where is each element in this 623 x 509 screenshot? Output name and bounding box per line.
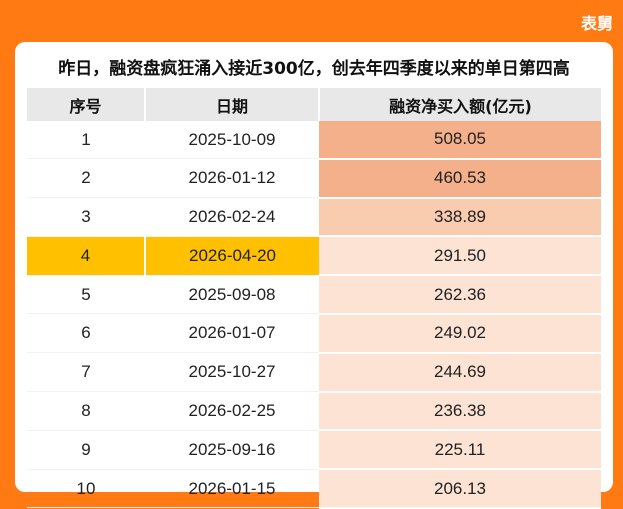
date-cell: 2025-09-16 bbox=[145, 430, 319, 470]
date-cell: 2026-02-25 bbox=[145, 391, 319, 431]
amount-cell: 508.05 bbox=[319, 121, 601, 160]
table-card: 昨日，融资盘疯狂涌入接近300亿，创去年四季度以来的单日第四高 序号 日期 融资… bbox=[15, 42, 613, 509]
rank-cell: 7 bbox=[27, 352, 145, 393]
date-cell: 2026-01-15 bbox=[145, 469, 319, 509]
header-amount: 融资净买入额(亿元) bbox=[319, 88, 601, 121]
table-row: 4 2026-04-20 291.50 bbox=[27, 236, 601, 277]
table-row: 5 2025-09-08 262.36 bbox=[27, 275, 601, 315]
amount-cell: 338.89 bbox=[319, 197, 601, 238]
table-row: 2 2026-01-12 460.53 bbox=[27, 158, 601, 199]
table-row: 8 2026-02-25 236.38 bbox=[27, 391, 601, 432]
date-cell: 2026-01-07 bbox=[145, 313, 319, 354]
amount-cell: 206.13 bbox=[319, 469, 601, 509]
table-header-row: 序号 日期 融资净买入额(亿元) bbox=[27, 88, 601, 121]
amount-cell: 244.69 bbox=[319, 352, 601, 393]
table-title: 昨日，融资盘疯狂涌入接近300亿，创去年四季度以来的单日第四高 bbox=[58, 59, 570, 79]
rank-cell: 5 bbox=[27, 275, 145, 315]
date-cell: 2025-10-09 bbox=[145, 121, 319, 160]
brand-logo: 表舅 bbox=[580, 14, 613, 33]
header-rank: 序号 bbox=[27, 88, 146, 121]
rank-cell: 8 bbox=[27, 391, 145, 431]
rank-cell: 2 bbox=[27, 158, 145, 199]
date-cell: 2026-01-12 bbox=[145, 158, 319, 199]
amount-cell: 262.36 bbox=[319, 275, 601, 315]
rank-cell: 1 bbox=[27, 121, 145, 160]
amount-cell: 460.53 bbox=[319, 158, 601, 199]
header-date: 日期 bbox=[145, 88, 320, 121]
table-row: 10 2026-01-15 206.13 bbox=[27, 469, 601, 509]
table-row: 3 2026-02-24 338.89 bbox=[27, 197, 601, 238]
table-row: 7 2025-10-27 244.69 bbox=[27, 352, 601, 393]
date-cell: 2025-09-08 bbox=[145, 275, 319, 315]
amount-cell: 249.02 bbox=[319, 313, 601, 354]
date-cell: 2026-02-24 bbox=[145, 197, 319, 237]
ranking-table: 序号 日期 融资净买入额(亿元) 1 2025-10-09 508.05 2 2026-… bbox=[27, 88, 601, 509]
table-row: 6 2026-01-07 249.02 bbox=[27, 313, 601, 354]
date-cell: 2026-04-20 bbox=[145, 236, 319, 276]
rank-cell: 6 bbox=[27, 313, 145, 354]
table-row: 9 2025-09-16 225.11 bbox=[27, 430, 601, 471]
amount-cell: 236.38 bbox=[319, 391, 601, 432]
rank-cell: 4 bbox=[27, 236, 146, 276]
date-cell: 2025-10-27 bbox=[145, 352, 319, 393]
rank-cell: 10 bbox=[27, 469, 145, 509]
amount-cell: 291.50 bbox=[319, 236, 601, 277]
rank-cell: 3 bbox=[27, 197, 145, 237]
table-row: 1 2025-10-09 508.05 bbox=[27, 121, 601, 160]
amount-cell: 225.11 bbox=[319, 430, 601, 471]
rank-cell: 9 bbox=[27, 430, 145, 470]
